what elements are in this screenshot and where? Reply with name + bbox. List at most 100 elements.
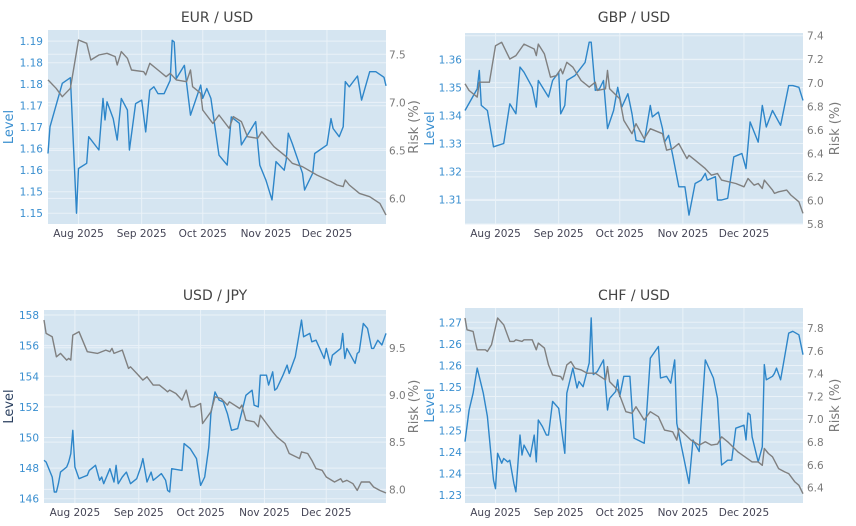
x-tick-label: Sep 2025 (534, 228, 584, 240)
y2-tick-label: 6.8 (807, 101, 824, 113)
y-tick-label: 158 (19, 310, 39, 322)
chart-panel-gbp-usd: GBP / USD 1.36 1.35 1.34 1.33 1.32 1.31 7.4 7.2 7… (423, 10, 843, 240)
x-tick-label: Nov 2025 (239, 507, 290, 519)
y2-tick-label: 6.4 (807, 483, 824, 495)
y-axis-label: Level (423, 388, 438, 422)
y-tick-label: 1.23 (439, 490, 462, 502)
y2-tick-label: 7.0 (807, 78, 824, 90)
y2-axis-label: Risk (%) (407, 100, 422, 154)
y-tick-label: 1.16 (20, 144, 44, 156)
x-tick-label: Oct 2025 (596, 228, 644, 240)
y2-tick-label: 7.6 (807, 346, 824, 358)
y2-tick-label: 9.0 (389, 390, 406, 402)
y-axis-label: Level (2, 110, 17, 144)
plot-area (465, 308, 803, 503)
y-tick-label: 1.17 (20, 122, 43, 134)
y2-axis-label: Risk (%) (407, 380, 422, 434)
y-tick-label: 1.34 (439, 110, 463, 122)
y-tick-label: 150 (19, 432, 39, 444)
y2-tick-label: 6.2 (807, 172, 824, 184)
y2-tick-label: 7.2 (807, 54, 824, 66)
y2-tick-label: 7.0 (807, 414, 824, 426)
level-series-line (464, 41, 804, 216)
x-tick-label: Dec 2025 (301, 507, 351, 519)
y-tick-label: 1.16 (20, 165, 44, 177)
chart-title: USD / JPY (183, 288, 248, 304)
y2-tick-label: 6.0 (807, 195, 824, 207)
y2-tick-label: 7.4 (807, 31, 824, 43)
y2-tick-label: 7.2 (807, 391, 824, 403)
y-axis-label: Level (2, 389, 17, 423)
y2-tick-label: 6.0 (389, 193, 406, 205)
y-tick-label: 1.33 (439, 138, 462, 150)
y2-tick-label: 8.0 (389, 484, 406, 496)
y-tick-label: 1.25 (439, 382, 462, 394)
risk-series-line (43, 319, 387, 494)
y2-tick-label: 6.8 (807, 437, 824, 449)
y-tick-label: 1.15 (20, 208, 43, 220)
y-tick-label: 1.25 (439, 404, 462, 416)
x-tick-label: Sep 2025 (114, 507, 164, 519)
x-tick-label: Oct 2025 (596, 507, 644, 519)
x-tick-label: Aug 2025 (50, 507, 101, 519)
y2-tick-label: 8.5 (389, 437, 406, 449)
y-tick-label: 1.24 (439, 469, 463, 481)
x-tick-label: Nov 2025 (658, 228, 709, 240)
y-tick-label: 1.31 (439, 194, 462, 206)
y2-tick-label: 7.5 (389, 49, 406, 61)
y-tick-label: 1.15 (20, 187, 43, 199)
y-tick-label: 1.24 (439, 447, 463, 459)
chart-panel-eur-usd: EUR / USD 1.19 1.18 1.18 1.17 1.17 1.16 1.16 1.1… (2, 10, 422, 240)
y2-axis-label: Risk (%) (828, 379, 843, 433)
risk-series-line (464, 41, 804, 214)
y2-tick-label: 7.0 (389, 97, 406, 109)
chart-panel-usd-jpy: USD / JPY 158 156 154 152 150 148 146 9.5 9.0 8.5 8… (2, 288, 422, 519)
level-series-line (43, 319, 387, 493)
y-tick-label: 1.18 (20, 58, 43, 70)
chart-panel-chf-usd: CHF / USD 1.27 1.26 1.26 1.25 1.25 1.25 1.24 1.2… (423, 288, 843, 519)
y-tick-label: 156 (19, 341, 39, 353)
x-tick-label: Dec 2025 (302, 228, 352, 240)
y-tick-label: 1.36 (439, 55, 463, 67)
y-axis-label: Level (423, 111, 438, 145)
y2-tick-label: 6.6 (807, 125, 824, 137)
y-tick-label: 1.25 (439, 425, 462, 437)
y2-tick-label: 6.5 (389, 145, 406, 157)
x-tick-label: Oct 2025 (179, 228, 227, 240)
x-tick-label: Dec 2025 (719, 507, 769, 519)
risk-series-line (47, 39, 387, 216)
y2-tick-label: 7.4 (807, 369, 824, 381)
x-tick-label: Sep 2025 (117, 228, 167, 240)
y-tick-label: 1.32 (439, 166, 462, 178)
y-tick-label: 148 (19, 463, 39, 475)
x-tick-label: Nov 2025 (658, 507, 709, 519)
y-tick-label: 1.18 (20, 79, 43, 91)
y-tick-label: 146 (19, 494, 39, 506)
y2-tick-label: 5.8 (807, 219, 824, 231)
y2-axis-label: Risk (%) (828, 102, 843, 156)
y2-tick-label: 9.5 (389, 343, 406, 355)
y2-tick-label: 7.8 (807, 323, 824, 335)
y-tick-label: 1.19 (20, 36, 43, 48)
x-tick-label: Oct 2025 (176, 507, 224, 519)
y-tick-label: 154 (19, 371, 39, 383)
chart-title: CHF / USD (598, 288, 670, 304)
x-tick-label: Aug 2025 (470, 228, 521, 240)
risk-series-line (464, 317, 804, 495)
x-tick-label: Sep 2025 (534, 507, 584, 519)
y-tick-label: 1.26 (439, 339, 463, 351)
y-tick-label: 152 (19, 402, 39, 414)
y2-tick-label: 6.4 (807, 148, 824, 160)
y-tick-label: 1.17 (20, 101, 43, 113)
y2-tick-label: 6.6 (807, 460, 824, 472)
x-tick-label: Dec 2025 (719, 228, 769, 240)
x-tick-label: Aug 2025 (53, 228, 104, 240)
y-tick-label: 1.27 (439, 317, 462, 329)
level-series-line (464, 317, 804, 493)
level-series-line (47, 39, 387, 214)
chart-title: GBP / USD (598, 10, 670, 26)
x-tick-label: Aug 2025 (470, 507, 521, 519)
x-tick-label: Nov 2025 (241, 228, 292, 240)
chart-title: EUR / USD (181, 10, 253, 26)
